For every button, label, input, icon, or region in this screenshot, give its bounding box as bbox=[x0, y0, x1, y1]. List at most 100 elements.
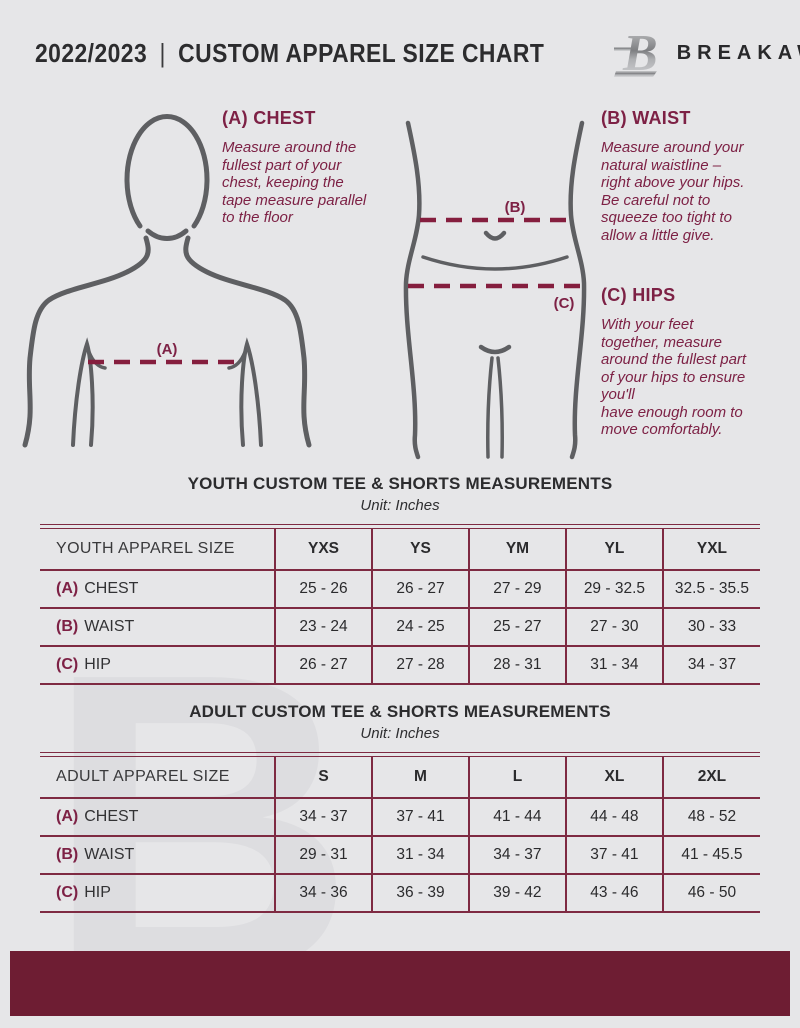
lower-body-figure: (B) (C) bbox=[403, 120, 587, 460]
chin-outline bbox=[145, 228, 189, 242]
row-marker: (A) bbox=[56, 807, 79, 825]
measurement-cell: 23 - 24 bbox=[274, 606, 372, 646]
row-marker: (C) bbox=[56, 655, 79, 673]
youth-section-title: YOUTH CUSTOM TEE & SHORTS MEASUREMENTS bbox=[187, 474, 613, 493]
measurement-cell: 26 - 27 bbox=[370, 568, 469, 608]
row-marker: (B) bbox=[56, 845, 79, 863]
measurement-cell: 28 - 31 bbox=[467, 644, 566, 684]
left-shoulder-arm bbox=[22, 235, 151, 448]
crotch-curve bbox=[478, 344, 512, 355]
measurement-cell: 29 - 32.5 bbox=[564, 568, 663, 608]
size-row-label: ADULT APPAREL SIZE bbox=[56, 767, 230, 785]
row-label: (C) HIP bbox=[40, 872, 276, 912]
row-marker: (C) bbox=[56, 883, 79, 901]
adult-size-table: ADULT APPAREL SIZE S M L XL 2XL (A) CHEST… bbox=[40, 755, 760, 913]
left-torso-leg bbox=[403, 120, 422, 460]
waist-marker-label: (B) bbox=[505, 199, 526, 216]
left-armpit bbox=[71, 337, 95, 447]
hip-marker-label: (C) bbox=[554, 295, 575, 312]
body-outline bbox=[403, 120, 587, 460]
adult-section: ADULT CUSTOM TEE & SHORTS MEASUREMENTS U… bbox=[40, 702, 760, 913]
row-label: (A) CHEST bbox=[40, 796, 276, 836]
right-inner-leg bbox=[496, 356, 505, 459]
measurement-cell: 44 - 48 bbox=[564, 796, 663, 836]
measurement-cell: 26 - 27 bbox=[274, 644, 372, 684]
youth-size-table-wrap: YOUTH APPAREL SIZE YXS YS YM YL YXL (A) C… bbox=[40, 524, 760, 685]
left-inner-leg bbox=[485, 356, 494, 459]
hips-body-text: With your feet together, measure around … bbox=[601, 316, 747, 439]
chest-marker-label: (A) bbox=[157, 341, 178, 358]
table-header-row: ADULT APPAREL SIZE S M L XL 2XL bbox=[40, 756, 760, 798]
measurement-cell: 41 - 44 bbox=[467, 796, 566, 836]
measurement-cell: 34 - 37 bbox=[274, 796, 372, 836]
measurement-cell: 30 - 33 bbox=[661, 606, 760, 646]
measurement-cell: 32.5 - 35.5 bbox=[661, 568, 760, 608]
measurement-cell: 36 - 39 bbox=[370, 872, 469, 912]
logo-swoosh bbox=[613, 71, 657, 77]
table-header-row: YOUTH APPAREL SIZE YXS YS YM YL YXL bbox=[40, 528, 760, 570]
row-label: (A) CHEST bbox=[40, 568, 276, 608]
measurement-cell: 46 - 50 bbox=[661, 872, 760, 912]
waist-instruction: (B) WAIST Measure around your natural wa… bbox=[601, 108, 793, 244]
youth-size-table: YOUTH APPAREL SIZE YXS YS YM YL YXL (A) C… bbox=[40, 527, 760, 685]
measurement-cell: 27 - 28 bbox=[370, 644, 469, 684]
size-header-cell: S bbox=[274, 756, 372, 798]
size-header-cell: XL bbox=[564, 756, 663, 798]
size-header-cell: YS bbox=[370, 528, 469, 570]
brand-name: BREAKAWAY bbox=[676, 41, 800, 64]
table-row-chest: (A) CHEST 34 - 37 37 - 41 41 - 44 44 - 48… bbox=[40, 796, 760, 836]
waist-body-text: Measure around your natural waistline – … bbox=[601, 139, 745, 244]
right-shoulder-arm bbox=[183, 235, 312, 448]
measurement-cell: 25 - 27 bbox=[467, 606, 566, 646]
logo-bar bbox=[613, 47, 636, 51]
measurement-cell: 34 - 37 bbox=[661, 644, 760, 684]
size-header-cell: YM bbox=[467, 528, 566, 570]
right-armpit bbox=[239, 337, 263, 447]
footer-accent-bar bbox=[10, 951, 790, 1016]
body-outline bbox=[22, 114, 312, 448]
right-armpit-crease bbox=[227, 350, 247, 370]
row-label: (C) HIP bbox=[40, 644, 276, 684]
youth-unit-label: Unit: Inches bbox=[360, 497, 440, 514]
title-text: CUSTOM APPAREL SIZE CHART bbox=[178, 37, 545, 68]
measurement-cell: 27 - 29 bbox=[467, 568, 566, 608]
breakaway-logo-icon: B bbox=[613, 26, 658, 80]
measurement-cell: 39 - 42 bbox=[467, 872, 566, 912]
title-separator: | bbox=[159, 37, 166, 68]
size-header-cell: L bbox=[467, 756, 566, 798]
size-header-cell: 2XL bbox=[661, 756, 760, 798]
adult-section-title: ADULT CUSTOM TEE & SHORTS MEASUREMENTS bbox=[189, 702, 611, 721]
measurement-cell: 27 - 30 bbox=[564, 606, 663, 646]
table-row-waist: (B) WAIST 29 - 31 31 - 34 34 - 37 37 - 41… bbox=[40, 834, 760, 874]
logo-letter: B bbox=[622, 26, 658, 80]
head-outline bbox=[124, 114, 210, 229]
row-label: (B) WAIST bbox=[40, 834, 276, 874]
measurement-cell: 48 - 52 bbox=[661, 796, 760, 836]
measurement-cell: 24 - 25 bbox=[370, 606, 469, 646]
row-label: (B) WAIST bbox=[40, 606, 276, 646]
measurement-cell: 29 - 31 bbox=[274, 834, 372, 874]
upper-body-figure: (A) bbox=[22, 114, 312, 448]
brand-logo-group: B BREAKAWAY bbox=[613, 26, 800, 80]
size-header-cell: YL bbox=[564, 528, 663, 570]
size-row-label: YOUTH APPAREL SIZE bbox=[56, 539, 235, 557]
page-header: 2022/2023 | CUSTOM APPAREL SIZE CHART B BR… bbox=[35, 24, 800, 82]
table-row-hip: (C) HIP 26 - 27 27 - 28 28 - 31 31 - 34 3… bbox=[40, 644, 760, 684]
table-row-chest: (A) CHEST 25 - 26 26 - 27 27 - 29 29 - 32… bbox=[40, 568, 760, 608]
navel bbox=[483, 230, 507, 241]
chest-body-text: Measure around the fullest part of your … bbox=[222, 139, 367, 227]
row-marker: (B) bbox=[56, 617, 79, 635]
table-row-hip: (C) HIP 34 - 36 36 - 39 39 - 42 43 - 46 4… bbox=[40, 872, 760, 912]
measurement-cell: 43 - 46 bbox=[564, 872, 663, 912]
measurement-cell: 25 - 26 bbox=[274, 568, 372, 608]
size-header-cell: YXL bbox=[661, 528, 760, 570]
right-torso-leg bbox=[568, 120, 587, 460]
measurement-cell: 37 - 41 bbox=[370, 796, 469, 836]
size-header-cell: YXS bbox=[274, 528, 372, 570]
measurement-cell: 41 - 45.5 bbox=[661, 834, 760, 874]
row-marker: (A) bbox=[56, 579, 79, 597]
adult-unit-label: Unit: Inches bbox=[360, 725, 440, 742]
measurement-cell: 37 - 41 bbox=[564, 834, 663, 874]
waist-heading: (B) WAIST bbox=[601, 108, 691, 128]
